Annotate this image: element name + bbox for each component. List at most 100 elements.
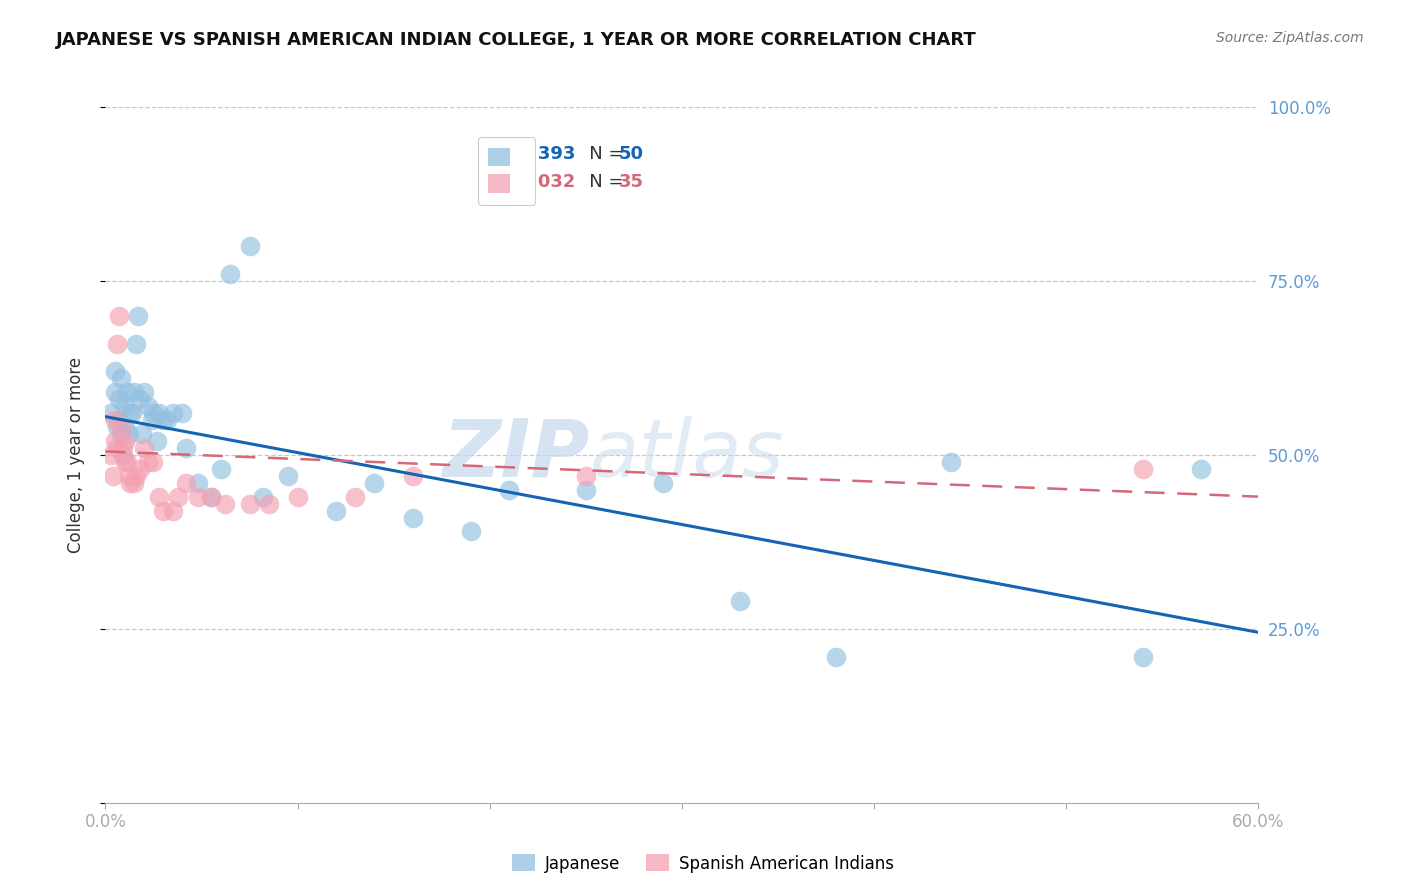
Point xyxy=(148,406,170,420)
Point xyxy=(142,455,165,469)
Point xyxy=(728,594,751,608)
Point xyxy=(575,483,598,497)
Point xyxy=(209,462,232,476)
Point xyxy=(127,309,149,323)
Point xyxy=(117,468,139,483)
Text: ZIP: ZIP xyxy=(443,416,589,494)
Point xyxy=(114,420,136,434)
Point xyxy=(148,490,170,504)
Legend: Japanese, Spanish American Indians: Japanese, Spanish American Indians xyxy=(505,847,901,880)
Point xyxy=(172,406,194,420)
Text: -0.393: -0.393 xyxy=(512,145,575,163)
Point xyxy=(129,392,152,407)
Point xyxy=(100,448,122,462)
Point xyxy=(114,455,136,469)
Point xyxy=(104,385,127,400)
Point xyxy=(824,649,846,664)
Text: N =: N = xyxy=(572,173,630,191)
Point xyxy=(110,427,132,442)
Point xyxy=(651,475,673,490)
Point xyxy=(136,455,159,469)
Point xyxy=(167,490,190,504)
Point xyxy=(132,441,155,455)
Point xyxy=(162,406,184,420)
Text: 35: 35 xyxy=(619,173,644,191)
Point xyxy=(115,455,138,469)
Point xyxy=(104,364,127,378)
Point xyxy=(111,448,134,462)
Point xyxy=(257,497,280,511)
Text: N =: N = xyxy=(572,145,630,163)
Text: Source: ZipAtlas.com: Source: ZipAtlas.com xyxy=(1216,31,1364,45)
Point xyxy=(174,475,197,490)
Point xyxy=(114,434,136,448)
Point xyxy=(105,420,128,434)
Point xyxy=(124,475,146,490)
Point xyxy=(344,490,367,504)
Point xyxy=(200,490,222,504)
Point xyxy=(156,413,179,427)
Point xyxy=(460,524,482,539)
Point xyxy=(146,434,169,448)
Point xyxy=(105,441,128,455)
Text: -0.032: -0.032 xyxy=(512,173,575,191)
Point xyxy=(287,490,309,504)
Point xyxy=(120,406,142,420)
Text: atlas: atlas xyxy=(589,416,785,494)
Point xyxy=(1132,462,1154,476)
Point xyxy=(101,468,124,483)
Point xyxy=(100,406,122,420)
Point xyxy=(1189,462,1212,476)
Point xyxy=(111,441,134,455)
Point xyxy=(115,385,138,400)
Point xyxy=(277,468,299,483)
Point xyxy=(125,336,148,351)
Point xyxy=(132,385,155,400)
Point xyxy=(325,503,347,517)
Point xyxy=(252,490,274,504)
Point xyxy=(108,309,131,323)
Point xyxy=(110,420,132,434)
Point xyxy=(105,336,128,351)
Point xyxy=(402,510,425,524)
Point xyxy=(120,475,142,490)
Point xyxy=(108,413,131,427)
Legend: , : , xyxy=(478,137,536,204)
Point xyxy=(129,462,152,476)
Text: JAPANESE VS SPANISH AMERICAN INDIAN COLLEGE, 1 YEAR OR MORE CORRELATION CHART: JAPANESE VS SPANISH AMERICAN INDIAN COLL… xyxy=(56,31,977,49)
Point xyxy=(114,399,136,413)
Point xyxy=(152,413,174,427)
Point xyxy=(124,385,146,400)
Text: 50: 50 xyxy=(619,145,644,163)
Point xyxy=(219,267,242,281)
Point xyxy=(200,490,222,504)
Text: R =: R = xyxy=(478,145,517,163)
Point xyxy=(174,441,197,455)
Point xyxy=(141,413,163,427)
Point xyxy=(104,413,127,427)
Point xyxy=(187,490,209,504)
Point xyxy=(1132,649,1154,664)
Point xyxy=(498,483,520,497)
Point xyxy=(939,455,962,469)
Point xyxy=(239,497,262,511)
Point xyxy=(152,503,174,517)
Point xyxy=(121,406,143,420)
Point xyxy=(239,239,262,253)
Point xyxy=(214,497,236,511)
Y-axis label: College, 1 year or more: College, 1 year or more xyxy=(66,357,84,553)
Point xyxy=(162,503,184,517)
Point xyxy=(125,468,148,483)
Point xyxy=(110,371,132,385)
Point xyxy=(117,427,139,442)
Point xyxy=(575,468,598,483)
Point xyxy=(142,406,165,420)
Point xyxy=(363,475,385,490)
Point xyxy=(104,434,127,448)
Point xyxy=(187,475,209,490)
Text: R =: R = xyxy=(478,173,517,191)
Point xyxy=(131,427,153,442)
Point xyxy=(108,392,131,407)
Point xyxy=(402,468,425,483)
Point xyxy=(136,399,159,413)
